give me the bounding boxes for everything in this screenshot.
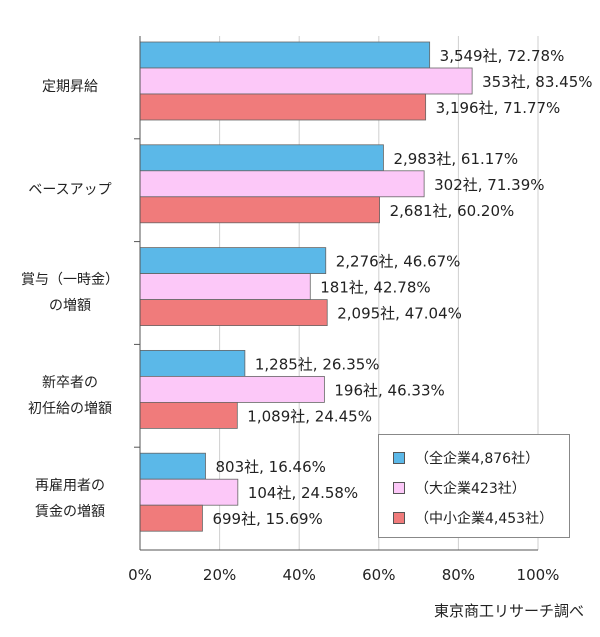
x-tick-label: 0% (128, 566, 152, 584)
legend-label-all: （全企業4,876社） (415, 451, 540, 467)
category-label-line: 再雇用者の (35, 477, 105, 494)
data-label: 2,681社, 60.20% (390, 202, 515, 220)
data-label: 196社, 46.33% (334, 381, 444, 399)
x-tick-label: 40% (283, 566, 316, 584)
legend-swatch-sme (393, 512, 405, 524)
bar (139, 247, 327, 275)
data-label: 1,089社, 24.45% (247, 407, 372, 425)
category-label: ベースアップ (8, 177, 132, 203)
data-label: 3,549社, 72.78% (440, 47, 565, 65)
bar (139, 273, 311, 301)
bar (139, 93, 427, 121)
category-label-line: 賃金の増額 (35, 503, 105, 520)
data-label: 302社, 71.39% (434, 176, 544, 194)
bar (139, 478, 239, 506)
legend-swatch-large (393, 482, 405, 494)
category-label: 再雇用者の賃金の増額 (8, 473, 132, 525)
category-label: 定期昇給 (8, 74, 132, 100)
category-label: 賞与（一時金） の増額 (8, 267, 132, 319)
bar (139, 41, 431, 69)
category-label: 新卒者の初任給の増額 (8, 370, 132, 422)
data-label: 181社, 42.78% (320, 279, 430, 297)
category-label-line: 新卒者の (42, 374, 98, 391)
category-label-line: 賞与（一時金） (21, 272, 119, 288)
data-label: 1,285社, 26.35% (255, 355, 380, 373)
x-tick-label: 20% (203, 566, 236, 584)
data-label: 3,196社, 71.77% (436, 99, 561, 117)
legend: （全企業4,876社） （大企業423社） （中小企業4,453社） (378, 434, 570, 538)
legend-item-sme: （中小企業4,453社） (393, 507, 553, 529)
category-label-line: 初任給の増額 (28, 400, 112, 417)
category-label-line: ベースアップ (28, 182, 112, 199)
bar (139, 170, 425, 198)
data-label: 803社, 16.46% (216, 458, 326, 476)
data-label: 2,095社, 47.04% (337, 305, 462, 323)
source-note: 東京商工リサーチ調べ (433, 602, 584, 620)
data-label: 104社, 24.58% (248, 484, 358, 502)
bar (139, 452, 206, 480)
bar (139, 349, 246, 377)
legend-label-sme: （中小企業4,453社） (415, 511, 554, 527)
x-tick-label: 60% (362, 566, 395, 584)
legend-label-large: （大企業423社） (415, 481, 526, 497)
legend-item-all: （全企業4,876社） (393, 447, 539, 469)
x-tick-label: 80% (442, 566, 475, 584)
legend-swatch-all (393, 452, 405, 464)
bar (139, 504, 203, 532)
data-label: 699社, 15.69% (212, 510, 322, 528)
data-label: 2,983社, 61.17% (393, 150, 518, 168)
bar (139, 375, 325, 403)
x-tick-label: 100% (517, 566, 560, 584)
bar (139, 299, 328, 327)
bar (139, 401, 238, 429)
bar (139, 67, 473, 95)
legend-item-large: （大企業423社） (393, 477, 526, 499)
bar (139, 144, 384, 172)
data-label: 2,276社, 46.67% (336, 253, 461, 271)
bar (139, 196, 380, 224)
category-label-line: の増額 (49, 298, 91, 314)
data-label: 353社, 83.45% (482, 73, 592, 91)
category-label-line: 定期昇給 (42, 79, 98, 96)
